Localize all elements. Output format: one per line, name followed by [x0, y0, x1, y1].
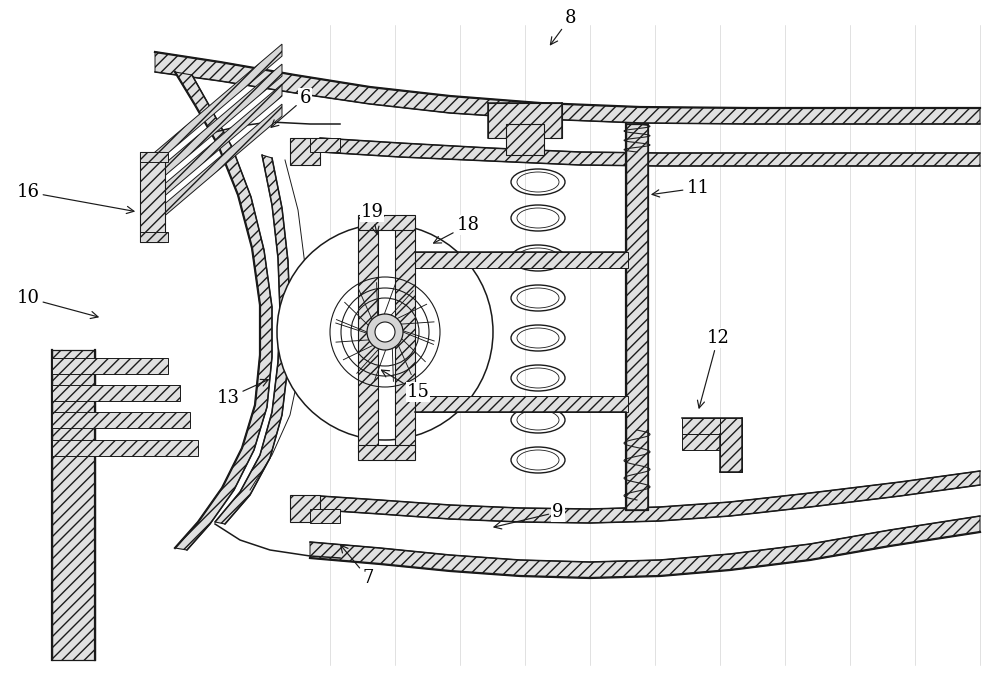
Text: 12: 12	[697, 329, 729, 408]
Polygon shape	[415, 252, 628, 268]
Polygon shape	[626, 124, 648, 510]
Polygon shape	[155, 52, 980, 124]
Text: 8: 8	[550, 9, 576, 45]
Text: 9: 9	[494, 503, 564, 529]
Polygon shape	[148, 44, 282, 170]
Polygon shape	[148, 104, 282, 230]
Polygon shape	[290, 138, 320, 165]
Polygon shape	[310, 509, 340, 523]
Polygon shape	[215, 155, 290, 524]
Text: 13: 13	[217, 379, 268, 407]
Text: 19: 19	[361, 203, 384, 234]
Text: 16: 16	[17, 183, 134, 214]
Circle shape	[375, 322, 395, 342]
Polygon shape	[175, 72, 272, 550]
Polygon shape	[310, 516, 980, 578]
Circle shape	[277, 224, 493, 440]
Polygon shape	[720, 418, 742, 472]
Text: 11: 11	[652, 179, 710, 197]
Polygon shape	[140, 152, 168, 162]
Polygon shape	[320, 471, 980, 523]
Polygon shape	[52, 358, 168, 374]
Polygon shape	[290, 495, 320, 522]
Polygon shape	[148, 84, 282, 210]
Polygon shape	[310, 138, 340, 152]
Circle shape	[367, 314, 403, 350]
Polygon shape	[140, 152, 165, 242]
Polygon shape	[52, 350, 95, 660]
Polygon shape	[358, 215, 415, 230]
Polygon shape	[358, 445, 415, 460]
Polygon shape	[140, 232, 168, 242]
Polygon shape	[358, 225, 378, 448]
Polygon shape	[682, 434, 720, 450]
Text: 7: 7	[341, 545, 374, 587]
Text: 15: 15	[382, 370, 429, 401]
Polygon shape	[320, 138, 980, 166]
Polygon shape	[52, 385, 180, 401]
Polygon shape	[415, 396, 628, 412]
Text: 6: 6	[271, 89, 311, 127]
Text: 18: 18	[434, 216, 480, 243]
Polygon shape	[506, 124, 544, 155]
Polygon shape	[682, 418, 720, 434]
Polygon shape	[148, 64, 282, 190]
Polygon shape	[52, 412, 190, 428]
Text: 10: 10	[17, 289, 98, 319]
Polygon shape	[52, 440, 198, 456]
Polygon shape	[488, 103, 562, 138]
Polygon shape	[395, 225, 415, 448]
